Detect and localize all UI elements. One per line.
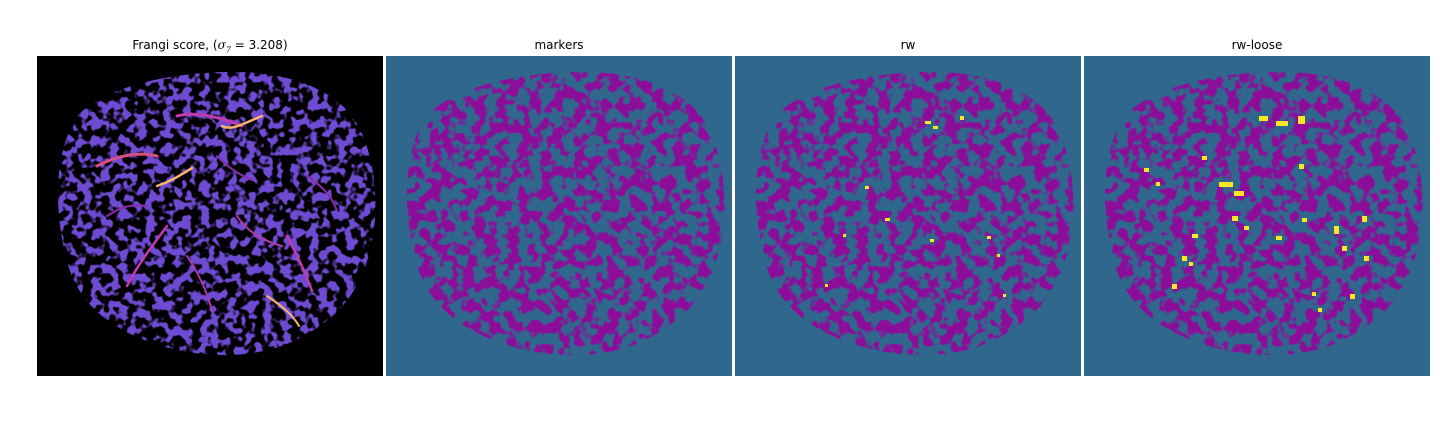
frangi-panel-title: Frangi score, (σ7 = 3.208)	[132, 38, 288, 55]
frangi-score-image	[37, 56, 383, 376]
markers-image	[386, 56, 732, 376]
rw-panel-title: rw	[900, 38, 916, 52]
rw-loose-panel-title: rw-loose	[1231, 38, 1283, 52]
vessel-highlights	[95, 112, 338, 327]
rw-highlight-spots	[825, 116, 1006, 297]
rw-loose-image	[1084, 56, 1430, 376]
markers-panel-title: markers	[534, 38, 584, 52]
rw-image	[735, 56, 1081, 376]
rw-loose-highlight-spots	[1144, 116, 1369, 312]
